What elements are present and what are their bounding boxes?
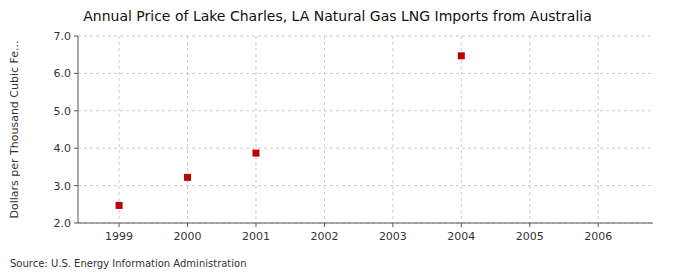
- grid-line-y: [78, 110, 653, 111]
- x-tick-label: 2002: [310, 230, 338, 243]
- x-tick: [255, 223, 256, 227]
- grid-line-y: [78, 36, 653, 37]
- x-tick: [324, 223, 325, 227]
- grid-line-y: [78, 73, 653, 74]
- y-tick-label: 2.0: [54, 217, 72, 230]
- grid-line-x: [187, 36, 188, 223]
- y-tick-label: 6.0: [54, 67, 72, 80]
- chart-container: 1999 2000 2001 2002 2003 2004 2005 2006 2.0 3.0 4.…: [0, 0, 675, 275]
- y-tick: [74, 73, 78, 74]
- y-tick: [74, 148, 78, 149]
- x-tick: [529, 223, 530, 227]
- x-tick-label: 1999: [105, 230, 133, 243]
- y-axis-label: Dollars per Thousand Cubic Fe...: [8, 40, 21, 218]
- y-axis-line: [78, 36, 79, 223]
- chart-svg: 1999 2000 2001 2002 2003 2004 2005 2006 2.0 3.0 4.…: [0, 0, 675, 275]
- x-tick-label: 2001: [242, 230, 270, 243]
- grid: [78, 36, 653, 223]
- y-tick: [74, 110, 78, 111]
- y-tick-label: 3.0: [54, 180, 72, 193]
- y-tick: [74, 36, 78, 37]
- x-tick-label: 2003: [379, 230, 407, 243]
- y-tick: [74, 223, 78, 224]
- grid-line-x: [255, 36, 256, 223]
- x-tick: [392, 223, 393, 227]
- grid-line-x: [392, 36, 393, 223]
- source-note: Source: U.S. Energy Information Administ…: [10, 258, 247, 269]
- x-tick: [461, 223, 462, 227]
- x-tick-label: 2004: [447, 230, 475, 243]
- grid-line-x: [598, 36, 599, 223]
- grid-line-y: [78, 148, 653, 149]
- grid-line-y: [78, 223, 653, 224]
- point: [184, 174, 191, 181]
- grid-line-x: [324, 36, 325, 223]
- grid-line-x: [529, 36, 530, 223]
- point: [458, 52, 465, 59]
- grid-line-y: [78, 185, 653, 186]
- x-tick: [598, 223, 599, 227]
- x-tick-label: 2005: [516, 230, 544, 243]
- chart-title: Annual Price of Lake Charles, LA Natural…: [83, 8, 592, 24]
- grid-line-x: [119, 36, 120, 223]
- point: [252, 150, 259, 157]
- x-axis-line: [78, 223, 653, 224]
- x-tick-label: 2006: [584, 230, 612, 243]
- x-tick: [119, 223, 120, 227]
- y-tick: [74, 185, 78, 186]
- points: [116, 52, 465, 209]
- axes: 1999 2000 2001 2002 2003 2004 2005 2006 2.0 3.0 4.…: [54, 30, 613, 243]
- grid-line-x: [461, 36, 462, 223]
- point: [116, 202, 123, 209]
- y-tick-label: 5.0: [54, 105, 72, 118]
- x-tick-label: 2000: [174, 230, 202, 243]
- x-tick: [187, 223, 188, 227]
- y-tick-label: 7.0: [54, 30, 72, 43]
- y-tick-label: 4.0: [54, 142, 72, 155]
